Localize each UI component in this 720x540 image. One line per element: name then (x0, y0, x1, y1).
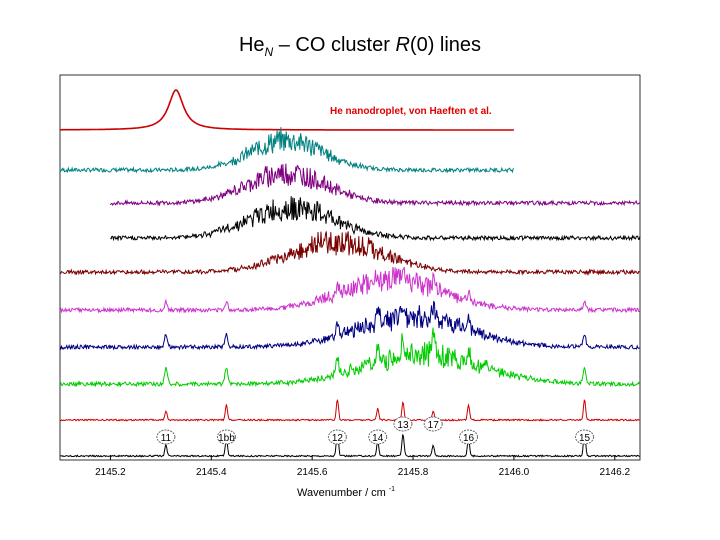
x-tick-label: 2145.8 (398, 467, 429, 478)
peak-label: 14 (372, 433, 384, 444)
peak-marker (216, 429, 236, 445)
chart-title: HeN – CO cluster R(0) lines (0, 34, 720, 59)
x-axis-ticks: 2145.2 2145.4 2145.6 2145.8 2146.0 2146.2 (95, 455, 631, 478)
x-tick-label: 2146.2 (599, 467, 630, 478)
title-prefix: He (238, 34, 265, 56)
x-tick-label: 2145.2 (95, 467, 126, 478)
peak-marker (575, 429, 595, 445)
series-line-3 (109, 163, 641, 207)
peak-marker (327, 429, 347, 445)
peak-label: 12 (332, 433, 344, 444)
series-line-7 (59, 300, 640, 351)
series-line-1 (60, 89, 514, 131)
series-line-9 (59, 398, 640, 422)
peak-label: 15 (579, 433, 591, 444)
droplet-annotation: He nanodroplet, von Haeften et al. (330, 106, 492, 117)
x-tick-label: 2145.4 (196, 467, 227, 478)
peak-marker (393, 416, 413, 432)
title-middle: – CO cluster (273, 34, 396, 56)
series-line-10 (59, 430, 640, 458)
peak-label: 1bb (218, 433, 235, 444)
peak-marker (368, 429, 388, 445)
series-layer (59, 89, 641, 458)
series-line-5 (59, 231, 640, 276)
series-line-6 (59, 266, 640, 314)
x-tick-label: 2145.6 (297, 467, 328, 478)
peak-labels: 11 1bb 12 14 13 17 16 15 (156, 416, 595, 445)
x-axis-label: Wavenumber / cm -1 (297, 486, 395, 499)
plot-frame (59, 74, 641, 461)
peak-marker (459, 429, 479, 445)
title-suffix: (0) lines (409, 34, 482, 56)
x-tick-label: 2146.0 (499, 467, 530, 478)
x-axis-label-text: Wavenumber / cm (297, 487, 386, 499)
series-line-4 (110, 196, 641, 242)
peak-marker (156, 429, 176, 445)
title-italic: R (395, 34, 410, 56)
series-line-8 (59, 327, 640, 388)
peak-label: 17 (428, 420, 440, 431)
peak-marker (423, 416, 443, 432)
peak-label: 16 (463, 433, 475, 444)
series-line-2 (59, 127, 514, 174)
x-axis-label-sup: -1 (389, 486, 395, 493)
peak-label: 11 (161, 433, 172, 444)
title-subscript: N (264, 45, 274, 59)
peak-label: 13 (397, 420, 409, 431)
